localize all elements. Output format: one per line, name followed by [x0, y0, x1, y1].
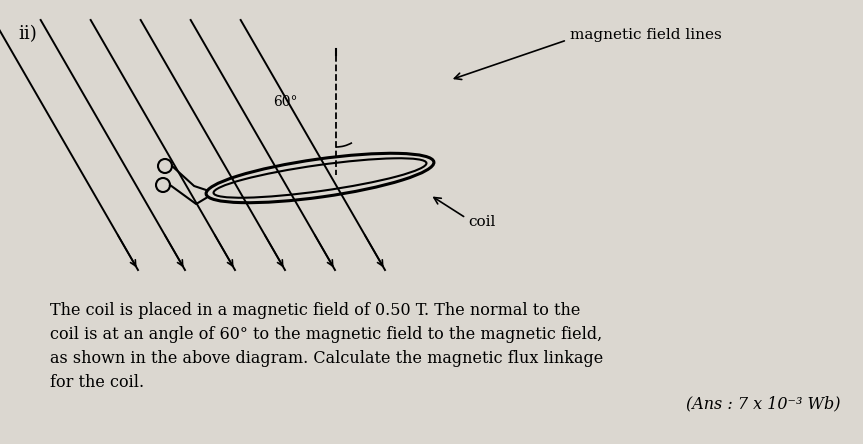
- Text: ii): ii): [18, 25, 37, 43]
- Text: The coil is placed in a magnetic field of 0.50 T. The normal to the
coil is at a: The coil is placed in a magnetic field o…: [50, 302, 603, 392]
- Text: 60°: 60°: [274, 95, 298, 109]
- Text: coil: coil: [468, 215, 495, 229]
- Text: magnetic field lines: magnetic field lines: [570, 28, 721, 42]
- Text: (Ans : 7 x 10⁻³ Wb): (Ans : 7 x 10⁻³ Wb): [685, 395, 840, 412]
